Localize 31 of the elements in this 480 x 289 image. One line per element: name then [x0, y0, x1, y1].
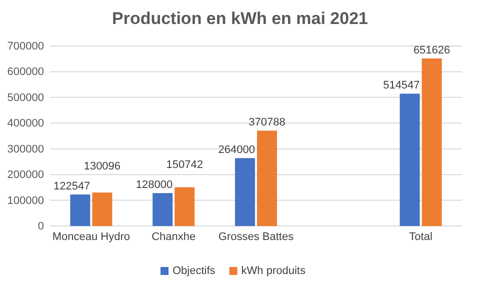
y-tick-label: 0 — [38, 220, 44, 233]
x-tick-label: Total — [409, 230, 432, 243]
y-tick-label: 300000 — [7, 143, 44, 156]
y-tick-label: 600000 — [7, 66, 44, 78]
data-label: 651626 — [413, 44, 450, 56]
data-label: 514547 — [383, 80, 420, 92]
x-tick-label: Monceau Hydro — [52, 230, 130, 243]
chart-title: Production en kWh en mai 2021 — [112, 9, 368, 28]
data-label: 128000 — [136, 179, 173, 192]
bar — [235, 158, 255, 226]
y-tick-label: 200000 — [7, 169, 44, 182]
y-tick-label: 400000 — [7, 118, 44, 130]
bar — [152, 193, 173, 226]
x-tick-label: Grosses Battes — [218, 230, 294, 243]
bar — [422, 58, 442, 226]
bar — [92, 192, 112, 226]
data-label: 150742 — [166, 159, 203, 172]
y-tick-label: 500000 — [7, 92, 44, 104]
x-tick-label: Chanxhe — [152, 230, 196, 243]
y-tick-label: 700000 — [7, 40, 44, 53]
data-label: 122547 — [53, 180, 90, 192]
bar — [70, 194, 90, 226]
y-tick-label: 100000 — [7, 194, 44, 207]
legend-label: Objectifs — [172, 265, 216, 277]
data-label: 130096 — [84, 160, 121, 172]
legend-label: kWh produits — [241, 265, 306, 277]
bar — [257, 130, 277, 226]
data-label: 264000 — [218, 144, 255, 156]
bar — [400, 94, 420, 226]
bar — [174, 187, 195, 226]
data-label: 370788 — [248, 116, 286, 129]
